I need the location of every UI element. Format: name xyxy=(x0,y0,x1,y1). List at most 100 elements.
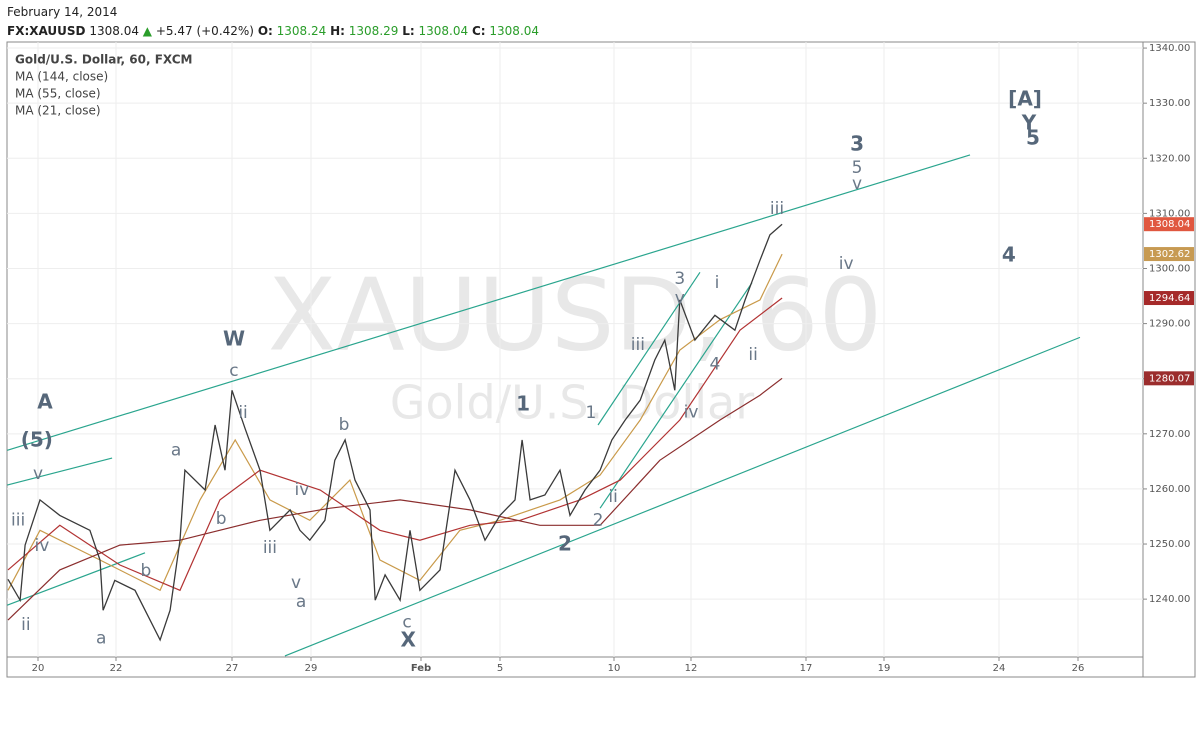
wave-label: iii xyxy=(11,510,25,530)
y-tick-label: 1270.00 xyxy=(1149,429,1190,440)
x-tick-label: 24 xyxy=(993,663,1006,674)
ohlc-value: 1308.04 xyxy=(418,24,469,38)
wave-label: iv xyxy=(839,254,854,274)
x-tick-label: 20 xyxy=(32,663,45,674)
x-tick-label: 5 xyxy=(497,663,503,674)
wave-label: iii xyxy=(263,538,277,558)
wave-label: c xyxy=(402,612,411,632)
y-tick-label: 1310.00 xyxy=(1149,208,1190,219)
ma-line xyxy=(7,253,783,592)
y-tick-label: 1340.00 xyxy=(1149,43,1190,54)
wave-label: b xyxy=(141,561,152,581)
wave-label: (5) xyxy=(21,427,53,451)
x-tick-label: 10 xyxy=(608,663,621,674)
x-tick-label: 22 xyxy=(110,663,123,674)
chart-frame xyxy=(6,41,1196,678)
wave-label: A xyxy=(37,389,53,413)
wave-label: a xyxy=(96,628,106,648)
wave-label: 2 xyxy=(558,532,572,556)
y-tick-label: 1290.00 xyxy=(1149,319,1190,330)
wave-label: ii xyxy=(748,345,757,365)
trend-line xyxy=(284,336,1081,657)
wave-label: 3 xyxy=(674,269,685,289)
price: 1308.04 xyxy=(89,24,139,38)
wave-label: 1 xyxy=(586,403,597,423)
ohlc-label: H: xyxy=(330,24,345,38)
symbol: FX:XAUUSD xyxy=(7,24,86,38)
wave-label: v xyxy=(675,288,685,308)
wave-label: iii xyxy=(631,335,645,355)
ohlc-label: C: xyxy=(471,24,486,38)
watermark: Gold/U.S. Dollar xyxy=(390,376,754,430)
trend-line xyxy=(7,552,146,606)
y-tick-label: 1320.00 xyxy=(1149,153,1190,164)
wave-label: iv xyxy=(35,536,50,556)
wave-label: W xyxy=(223,327,245,351)
x-tick-label: 12 xyxy=(685,663,698,674)
ohlc-label: O: xyxy=(257,24,273,38)
last-value-box xyxy=(1144,247,1194,262)
y-tick-label: 1260.00 xyxy=(1149,484,1190,495)
wave-label: iii xyxy=(770,199,784,219)
ma-line xyxy=(7,297,783,592)
watermark: XAUUSD, 60 xyxy=(268,256,883,373)
change: +5.47 (+0.42%) xyxy=(155,24,254,38)
last-value-box xyxy=(1144,217,1194,232)
wave-label: ii xyxy=(608,487,617,507)
y-tick-label: 1300.00 xyxy=(1149,263,1190,274)
arrow: ▲ xyxy=(142,24,153,38)
y-tick-label: 1250.00 xyxy=(1149,539,1190,550)
trend-line xyxy=(7,154,971,451)
ohlc-value: 1308.24 xyxy=(276,24,327,38)
wave-label: X xyxy=(400,628,416,652)
wave-label: 5 xyxy=(852,158,863,178)
x-tick-label: 27 xyxy=(226,663,239,674)
wave-label: b xyxy=(216,509,227,529)
header: February 14, 2014 FX:XAUUSD 1308.04 ▲ +5… xyxy=(7,3,539,41)
plot-area xyxy=(7,154,1081,657)
last-value-label: 1280.07 xyxy=(1149,373,1190,384)
last-value-label: 1302.62 xyxy=(1149,249,1190,260)
legend-entry: MA (55, close) xyxy=(15,87,101,101)
legend-entry: MA (144, close) xyxy=(15,70,108,84)
y-tick-label: 1330.00 xyxy=(1149,98,1190,109)
ohlc-label: L: xyxy=(402,24,415,38)
wave-label: i xyxy=(715,273,720,293)
legend-entry: MA (21, close) xyxy=(15,104,101,118)
wave-label: ii xyxy=(21,615,30,635)
x-tick-label: 26 xyxy=(1072,663,1085,674)
wave-label: a xyxy=(171,440,181,460)
trend-line xyxy=(599,282,753,509)
wave-label: v xyxy=(33,464,43,484)
trend-line xyxy=(597,272,701,426)
wave-label: b xyxy=(339,415,350,435)
date: February 14, 2014 xyxy=(7,5,118,19)
wave-label: v xyxy=(291,573,301,593)
wave-label: ii xyxy=(238,403,247,423)
wave-label: 4 xyxy=(710,354,721,374)
ohlc-value: 1308.29 xyxy=(348,24,399,38)
wave-label: 2 xyxy=(593,510,604,530)
wave-label: 5 xyxy=(1026,125,1040,149)
x-tick-label: 17 xyxy=(800,663,813,674)
ohlc-value: 1308.04 xyxy=(489,24,540,38)
price-line xyxy=(7,223,783,642)
wave-label: 4 xyxy=(1002,242,1016,266)
quote-line: FX:XAUUSD 1308.04 ▲ +5.47 (+0.42%) O: 13… xyxy=(7,22,539,41)
wave-label: 3 xyxy=(850,132,864,156)
wave-label: 1 xyxy=(516,392,530,416)
trend-line xyxy=(7,457,113,486)
x-tick-label: Feb xyxy=(411,663,431,674)
wave-label: iv xyxy=(684,402,699,422)
wave-label: c xyxy=(229,361,238,381)
wave-label: Y xyxy=(1021,111,1037,135)
legend-entry: Gold/U.S. Dollar, 60, FXCM xyxy=(15,53,193,67)
wave-label: [A] xyxy=(1008,86,1042,110)
last-value-label: 1308.04 xyxy=(1149,219,1190,230)
ma-line xyxy=(7,377,783,621)
last-value-label: 1294.64 xyxy=(1149,293,1190,304)
last-value-box xyxy=(1144,371,1194,386)
wave-label: a xyxy=(296,592,306,612)
